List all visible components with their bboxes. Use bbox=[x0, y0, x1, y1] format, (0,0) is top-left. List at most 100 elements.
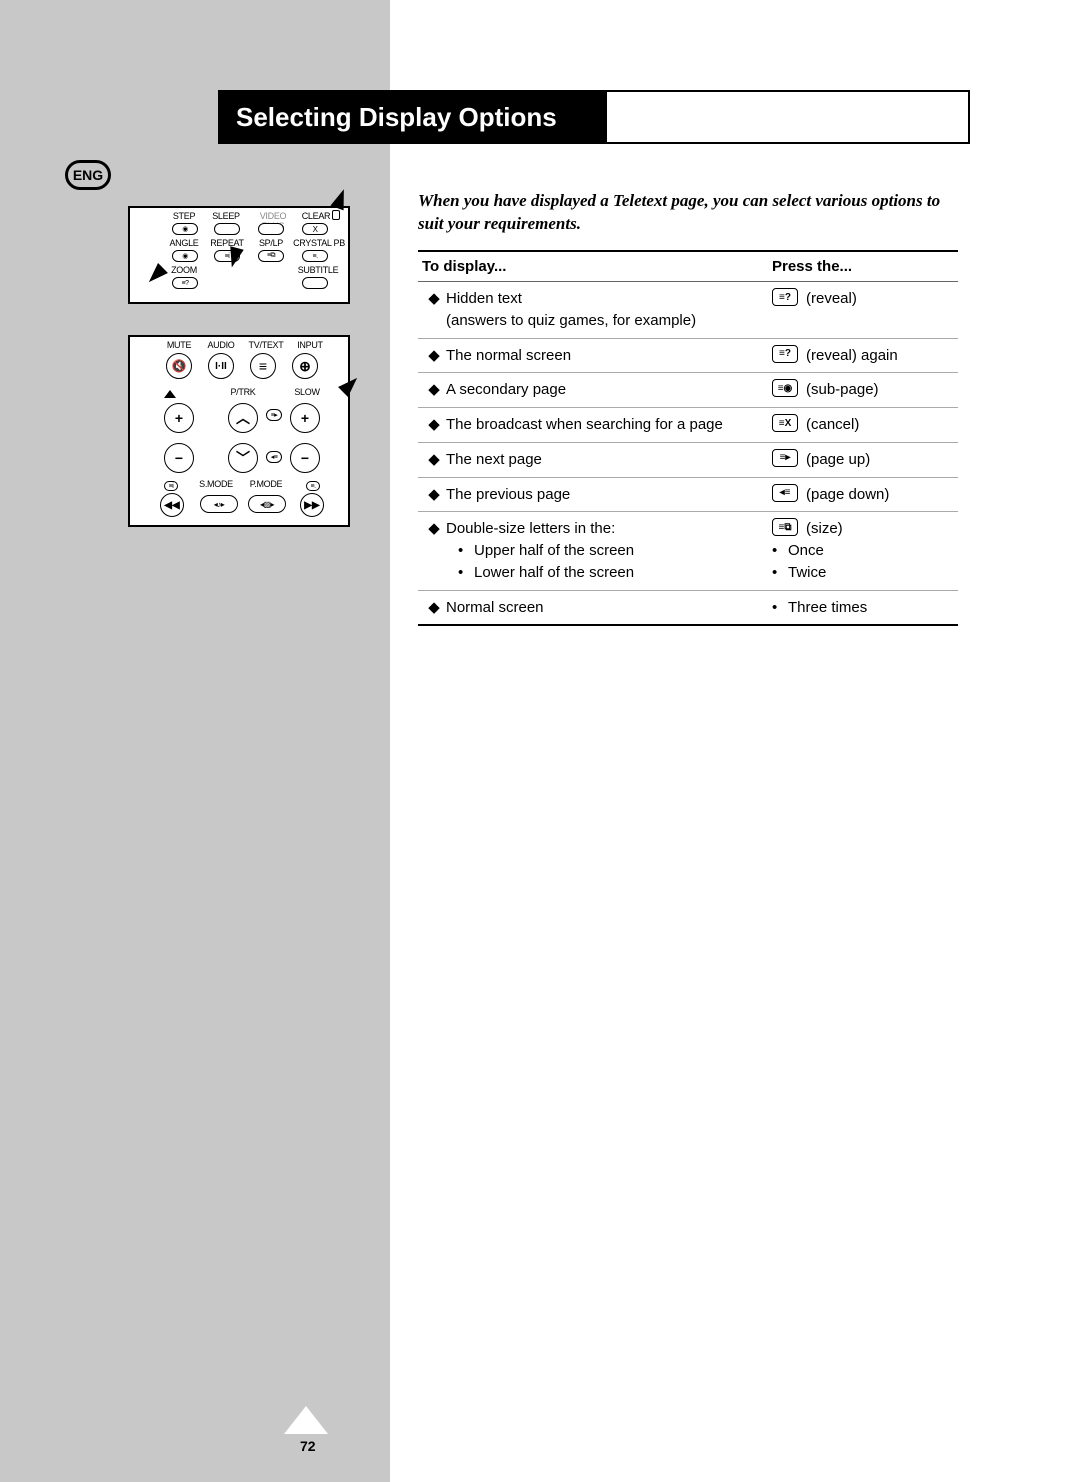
teletext-pageup-icon: ≡▸ bbox=[772, 449, 798, 467]
remote-button-slow-up: + bbox=[290, 403, 320, 433]
row-left-main: The next page bbox=[446, 449, 542, 471]
remote-button-rewind: ◀◀ bbox=[160, 493, 184, 517]
remote-label-slow: SLOW bbox=[290, 387, 324, 397]
row-left-main: Double-size letters in the: bbox=[446, 518, 615, 540]
table-row: ◆ The broadcast when searching for a pag… bbox=[418, 408, 958, 443]
remote-button-videoplus bbox=[258, 223, 284, 235]
remote-button-splp: ≡⧉ bbox=[258, 250, 284, 262]
remote-label-subtitle: SUBTITLE bbox=[296, 265, 340, 275]
options-table: To display... Press the... ◆ Hidden text… bbox=[418, 250, 958, 626]
diamond-bullet-icon: ◆ bbox=[422, 484, 446, 506]
dot-bullet-icon: • bbox=[458, 540, 474, 562]
diamond-bullet-icon: ◆ bbox=[422, 518, 446, 540]
remote-diagram-bottom: MUTE AUDIO TV/TEXT INPUT 🔇 I·II ≡ ⊕ P/TR… bbox=[128, 335, 350, 527]
header-to-display: To display... bbox=[418, 258, 768, 275]
row-right-text: (page up) bbox=[806, 449, 870, 471]
dot-bullet-icon: • bbox=[772, 597, 788, 619]
teletext-cancel-icon: ≡X bbox=[772, 414, 798, 432]
table-row: ◆ Double-size letters in the: •Upper hal… bbox=[418, 512, 958, 590]
row-left-main: The previous page bbox=[446, 484, 570, 506]
teletext-cancel-mini-icon bbox=[332, 210, 340, 220]
teletext-reveal-icon: ≡? bbox=[772, 288, 798, 306]
remote-label-pmode: P.MODE bbox=[246, 479, 286, 489]
row-right-text: (cancel) bbox=[806, 414, 859, 436]
row-left-main: Normal screen bbox=[446, 597, 544, 619]
table-row: ◆ Normal screen •Three times bbox=[418, 591, 958, 627]
dot-bullet-icon: • bbox=[772, 540, 788, 562]
row-right-text: (page down) bbox=[806, 484, 889, 506]
remote-button-smode: ◂♪▸ bbox=[200, 495, 238, 513]
teletext-subpage-icon: ≡◉ bbox=[772, 379, 798, 397]
table-row: ◆ A secondary page ≡◉ (sub-page) bbox=[418, 373, 958, 408]
row-left-main: Hidden text bbox=[446, 288, 696, 310]
remote-button-channel-down: ﹀ bbox=[228, 443, 258, 473]
row-right-text: (reveal) bbox=[806, 288, 857, 310]
remote-label-repeat: REPEAT bbox=[210, 238, 244, 248]
teletext-pageup-mini-icon: ≡▸ bbox=[266, 409, 282, 421]
remote-button-subtitle bbox=[302, 277, 328, 289]
triangle-up-icon bbox=[164, 390, 176, 398]
remote-button-volume-up: + bbox=[164, 403, 194, 433]
row-left-main: The normal screen bbox=[446, 345, 571, 367]
remote-label-smode: S.MODE bbox=[196, 479, 236, 489]
remote-button-mute: 🔇 bbox=[166, 353, 192, 379]
teletext-reveal-icon: ≡? bbox=[772, 345, 798, 363]
remote-label-sleep: SLEEP bbox=[212, 211, 240, 221]
remote-button-zoom: ≡? bbox=[172, 277, 198, 289]
table-header-row: To display... Press the... bbox=[418, 250, 958, 282]
remote-label-mute: MUTE bbox=[164, 340, 194, 350]
table-row: ◆ The normal screen ≡? (reveal) again bbox=[418, 339, 958, 374]
row-left-main: The broadcast when searching for a page bbox=[446, 414, 723, 436]
callout-arrow-icon bbox=[144, 263, 168, 287]
row-left-sub: (answers to quiz games, for example) bbox=[446, 310, 696, 332]
remote-button-audio: I·II bbox=[208, 353, 234, 379]
remote-label-input: INPUT bbox=[294, 340, 326, 350]
remote-label-step: STEP bbox=[170, 211, 198, 221]
row-right-text: (sub-page) bbox=[806, 379, 879, 401]
remote-diagram-top: STEP SLEEP VIDEO PLUS CLEAR ◉ X ANGLE RE… bbox=[128, 206, 350, 304]
table-row: ◆ The next page ≡▸ (page up) bbox=[418, 443, 958, 478]
teletext-pagedown-icon: ◂≡ bbox=[772, 484, 798, 502]
diamond-bullet-icon: ◆ bbox=[422, 597, 446, 619]
diamond-bullet-icon: ◆ bbox=[422, 288, 446, 310]
remote-label-splp: SP/LP bbox=[254, 238, 288, 248]
remote-label-clear: CLEAR bbox=[300, 211, 332, 221]
row-right-subbullet: Once bbox=[788, 540, 824, 562]
remote-button-step: ◉ bbox=[172, 223, 198, 235]
page-number: 72 bbox=[300, 1438, 316, 1454]
dot-bullet-icon: • bbox=[458, 562, 474, 584]
diamond-bullet-icon: ◆ bbox=[422, 379, 446, 401]
row-left-subbullet: Upper half of the screen bbox=[474, 540, 634, 562]
teletext-pagedown-mini-icon: ◂≡ bbox=[266, 451, 282, 463]
remote-label-tvtext: TV/TEXT bbox=[244, 340, 288, 350]
teletext-hold-mini-icon: ≡. bbox=[306, 481, 320, 491]
intro-paragraph: When you have displayed a Teletext page,… bbox=[418, 190, 958, 236]
row-left-main: A secondary page bbox=[446, 379, 566, 401]
remote-button-pmode: ◂▨▸ bbox=[248, 495, 286, 513]
row-right-subbullet: Twice bbox=[788, 562, 826, 584]
remote-button-clear: X bbox=[302, 223, 328, 235]
header-press-the: Press the... bbox=[768, 258, 958, 275]
remote-button-channel-up: ︿ bbox=[228, 403, 258, 433]
table-row: ◆ The previous page ◂≡ (page down) bbox=[418, 478, 958, 513]
remote-button-fastforward: ▶▶ bbox=[300, 493, 324, 517]
remote-button-tvtext: ≡ bbox=[250, 353, 276, 379]
remote-label-angle: ANGLE bbox=[168, 238, 200, 248]
teletext-size-icon: ≡⧉ bbox=[772, 518, 798, 536]
page-title: Selecting Display Options bbox=[220, 92, 607, 142]
row-right-text: (reveal) again bbox=[806, 345, 898, 367]
remote-label-ptrk: P/TRK bbox=[226, 387, 260, 397]
title-bar: Selecting Display Options bbox=[218, 90, 970, 144]
remote-label-audio: AUDIO bbox=[204, 340, 238, 350]
row-right-text: (size) bbox=[806, 518, 843, 540]
remote-label-zoom: ZOOM bbox=[168, 265, 200, 275]
dot-bullet-icon: • bbox=[772, 562, 788, 584]
diamond-bullet-icon: ◆ bbox=[422, 345, 446, 367]
remote-button-input: ⊕ bbox=[292, 353, 318, 379]
remote-button-slow-down: − bbox=[290, 443, 320, 473]
teletext-index-mini-icon: ≡i bbox=[164, 481, 178, 491]
page-marker-triangle-icon bbox=[284, 1406, 328, 1434]
diamond-bullet-icon: ◆ bbox=[422, 449, 446, 471]
row-right-bullet: Three times bbox=[788, 597, 867, 619]
remote-button-sleep bbox=[214, 223, 240, 235]
